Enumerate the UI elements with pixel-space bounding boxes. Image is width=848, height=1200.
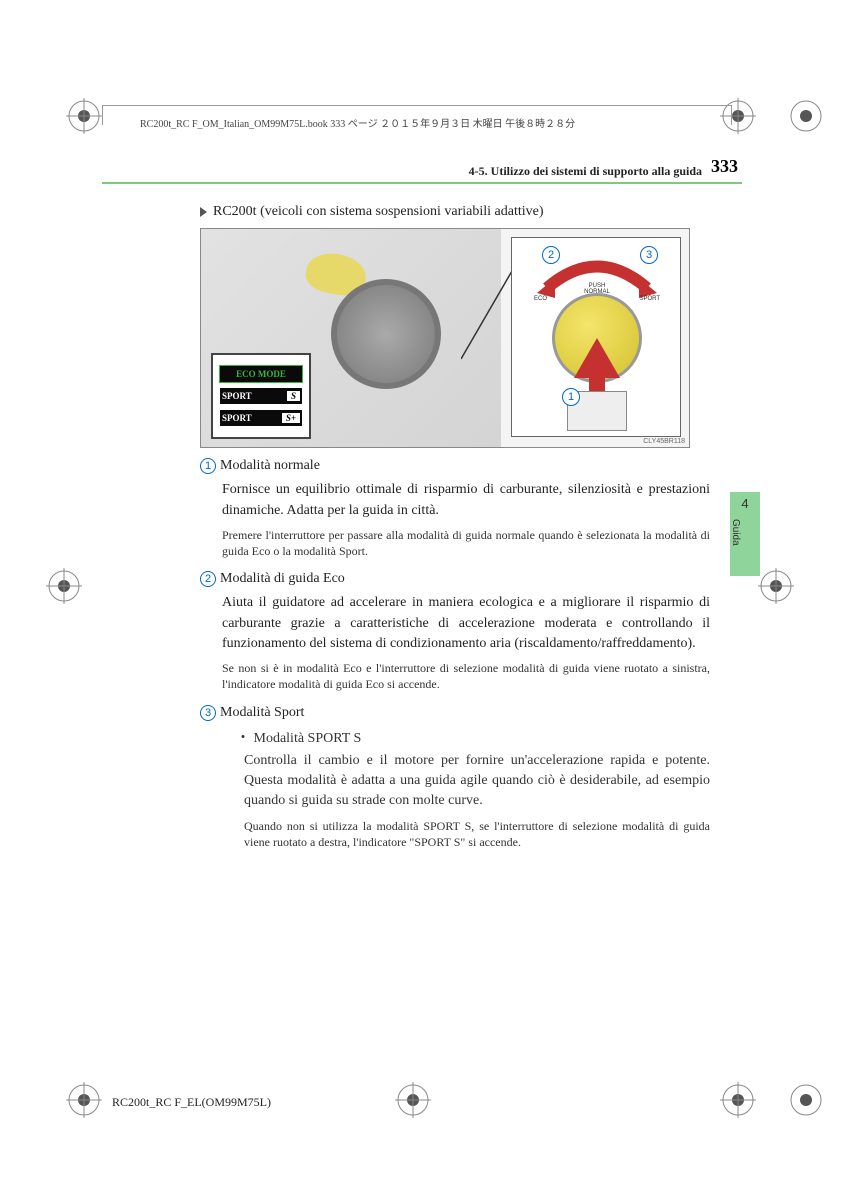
item-2: 2 Modalità di guida Eco Aiuta il guidator… (200, 571, 710, 692)
dial-eco-label: ECO (534, 296, 547, 302)
triangle-icon (200, 207, 207, 217)
sport-plus-badge-label: SPORT (222, 413, 252, 423)
item-1-num: 1 (200, 458, 216, 474)
figure: ECO MODE SPORT S SPORT S+ PUSHNORMAL ECO S… (200, 228, 690, 448)
item-3-body: Controlla il cambio e il motore per forn… (244, 751, 710, 812)
reg-mark (758, 568, 794, 604)
item-2-title: Modalità di guida Eco (220, 571, 345, 586)
dial-panel: PUSHNORMAL ECO SPORT 2 3 1 (511, 237, 681, 437)
eco-badge-label: ECO MODE (236, 369, 286, 379)
item-1: 1 Modalità normale Fornisce un equilibrio… (200, 458, 710, 559)
callout-3: 3 (640, 246, 658, 264)
sport-s-plus-badge: SPORT S+ (219, 409, 303, 427)
item-3-title: Modalità Sport (220, 705, 304, 720)
footer-code: RC200t_RC F_EL(OM99M75L) (112, 1095, 271, 1110)
eco-mode-badge: ECO MODE (219, 365, 303, 383)
reg-mark (395, 1082, 431, 1118)
subtitle-row: RC200t (veicoli con sistema sospensioni … (200, 204, 710, 220)
reg-mark (720, 1082, 756, 1118)
figure-code: CLY45BR118 (643, 438, 685, 445)
chapter-tab-number: 4 (730, 492, 760, 511)
item-3-subbullet-label: Modalità SPORT S (254, 731, 362, 746)
reg-mark (66, 98, 102, 134)
dial-sport-label: SPORT (639, 296, 660, 302)
item-2-num: 2 (200, 571, 216, 587)
item-1-body: Fornisce un equilibrio ottimale di rispa… (222, 480, 710, 521)
item-2-body: Aiuta il guidatore ad accelerare in mani… (222, 593, 710, 654)
callout-2: 2 (542, 246, 560, 264)
content-area: RC200t (veicoli con sistema sospensioni … (200, 204, 710, 862)
sport-s-plus-label: S+ (282, 413, 300, 423)
item-3-note: Quando non si utilizza la modalità SPORT… (244, 818, 710, 850)
steering-wheel-icon (331, 279, 441, 389)
chapter-tab-label: Guida (730, 511, 749, 546)
sport-s-label: S (287, 391, 300, 401)
chapter-tab: 4 Guida (730, 492, 760, 576)
item-1-title: Modalità normale (220, 458, 320, 473)
item-3-subbullet: ・ Modalità SPORT S (236, 727, 710, 747)
page-number: 333 (711, 156, 738, 177)
section-header: 4-5. Utilizzo dei sistemi di supporto al… (102, 162, 702, 180)
reg-mark (788, 98, 824, 134)
sport-s-badge: SPORT S (219, 387, 303, 405)
header-underline (102, 182, 742, 184)
callout-1: 1 (562, 388, 580, 406)
item-1-note: Premere l'interruttore per passare alla … (222, 527, 710, 559)
sport-badge-label: SPORT (222, 391, 252, 401)
reg-mark (46, 568, 82, 604)
section-title: 4-5. Utilizzo dei sistemi di supporto al… (469, 164, 702, 178)
mode-badge-panel: ECO MODE SPORT S SPORT S+ (211, 353, 311, 439)
subtitle: RC200t (veicoli con sistema sospensioni … (213, 204, 544, 220)
item-3-num: 3 (200, 705, 216, 721)
reg-mark (66, 1082, 102, 1118)
item-3: 3 Modalità Sport ・ Modalità SPORT S Contr… (200, 705, 710, 850)
reg-mark (788, 1082, 824, 1118)
print-header: RC200t_RC F_OM_Italian_OM99M75L.book 333… (140, 115, 575, 130)
item-2-note: Se non si è in modalità Eco e l'interrut… (222, 660, 710, 692)
